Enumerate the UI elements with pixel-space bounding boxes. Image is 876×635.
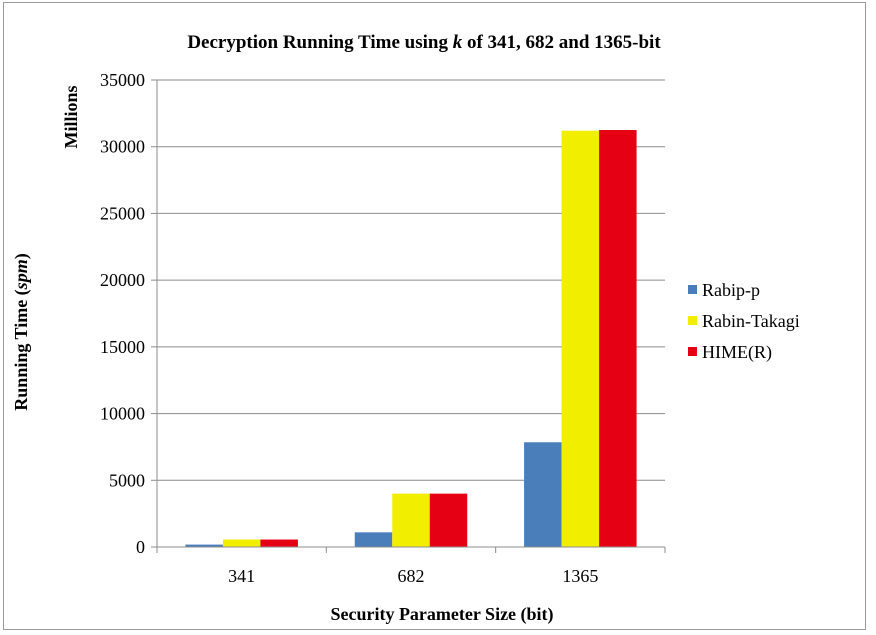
y-tick-label: 35000 bbox=[100, 70, 145, 90]
x-tick-label: 1365 bbox=[562, 566, 598, 586]
legend-swatch bbox=[688, 316, 697, 325]
legend-label: Rabin-Takagi bbox=[702, 311, 800, 331]
y-tick-label: 30000 bbox=[100, 137, 145, 157]
bar bbox=[354, 532, 393, 547]
legend-swatch bbox=[688, 285, 697, 294]
axes bbox=[151, 79, 666, 553]
bar bbox=[561, 130, 600, 547]
y-tick-label: 0 bbox=[136, 537, 145, 557]
bar bbox=[524, 442, 562, 547]
y-tick-label: 10000 bbox=[100, 404, 145, 424]
legend-label: Rabip-p bbox=[702, 280, 760, 300]
y-tick-label: 25000 bbox=[100, 203, 145, 223]
y-axis-title: Running Time (spm) bbox=[11, 253, 32, 410]
bar bbox=[429, 493, 468, 547]
bar bbox=[260, 539, 298, 547]
legend-label: HIME(R) bbox=[702, 342, 772, 363]
legend: Rabip-p Rabin-Takagi HIME(R) bbox=[688, 280, 800, 363]
y-tick-label: 15000 bbox=[100, 337, 145, 357]
bars bbox=[185, 130, 637, 548]
legend-swatch bbox=[688, 347, 697, 356]
chart-title: Decryption Running Time using k of 341, … bbox=[187, 32, 661, 53]
y-tick-labels: 0 5000 10000 15000 20000 25000 30000 35000 bbox=[100, 70, 145, 557]
y-units-label: Millions bbox=[61, 85, 81, 148]
bar bbox=[222, 539, 261, 547]
x-tick-label: 682 bbox=[398, 566, 425, 586]
x-axis-title: Security Parameter Size (bit) bbox=[330, 604, 553, 625]
x-tick-label: 341 bbox=[228, 566, 255, 586]
x-tick-labels: 341 682 1365 bbox=[228, 566, 598, 586]
chart-frame bbox=[3, 2, 866, 630]
bar bbox=[599, 130, 637, 548]
bar bbox=[392, 493, 430, 547]
bar bbox=[185, 544, 223, 547]
y-tick-label: 20000 bbox=[100, 270, 145, 290]
y-tick-label: 5000 bbox=[109, 470, 145, 490]
